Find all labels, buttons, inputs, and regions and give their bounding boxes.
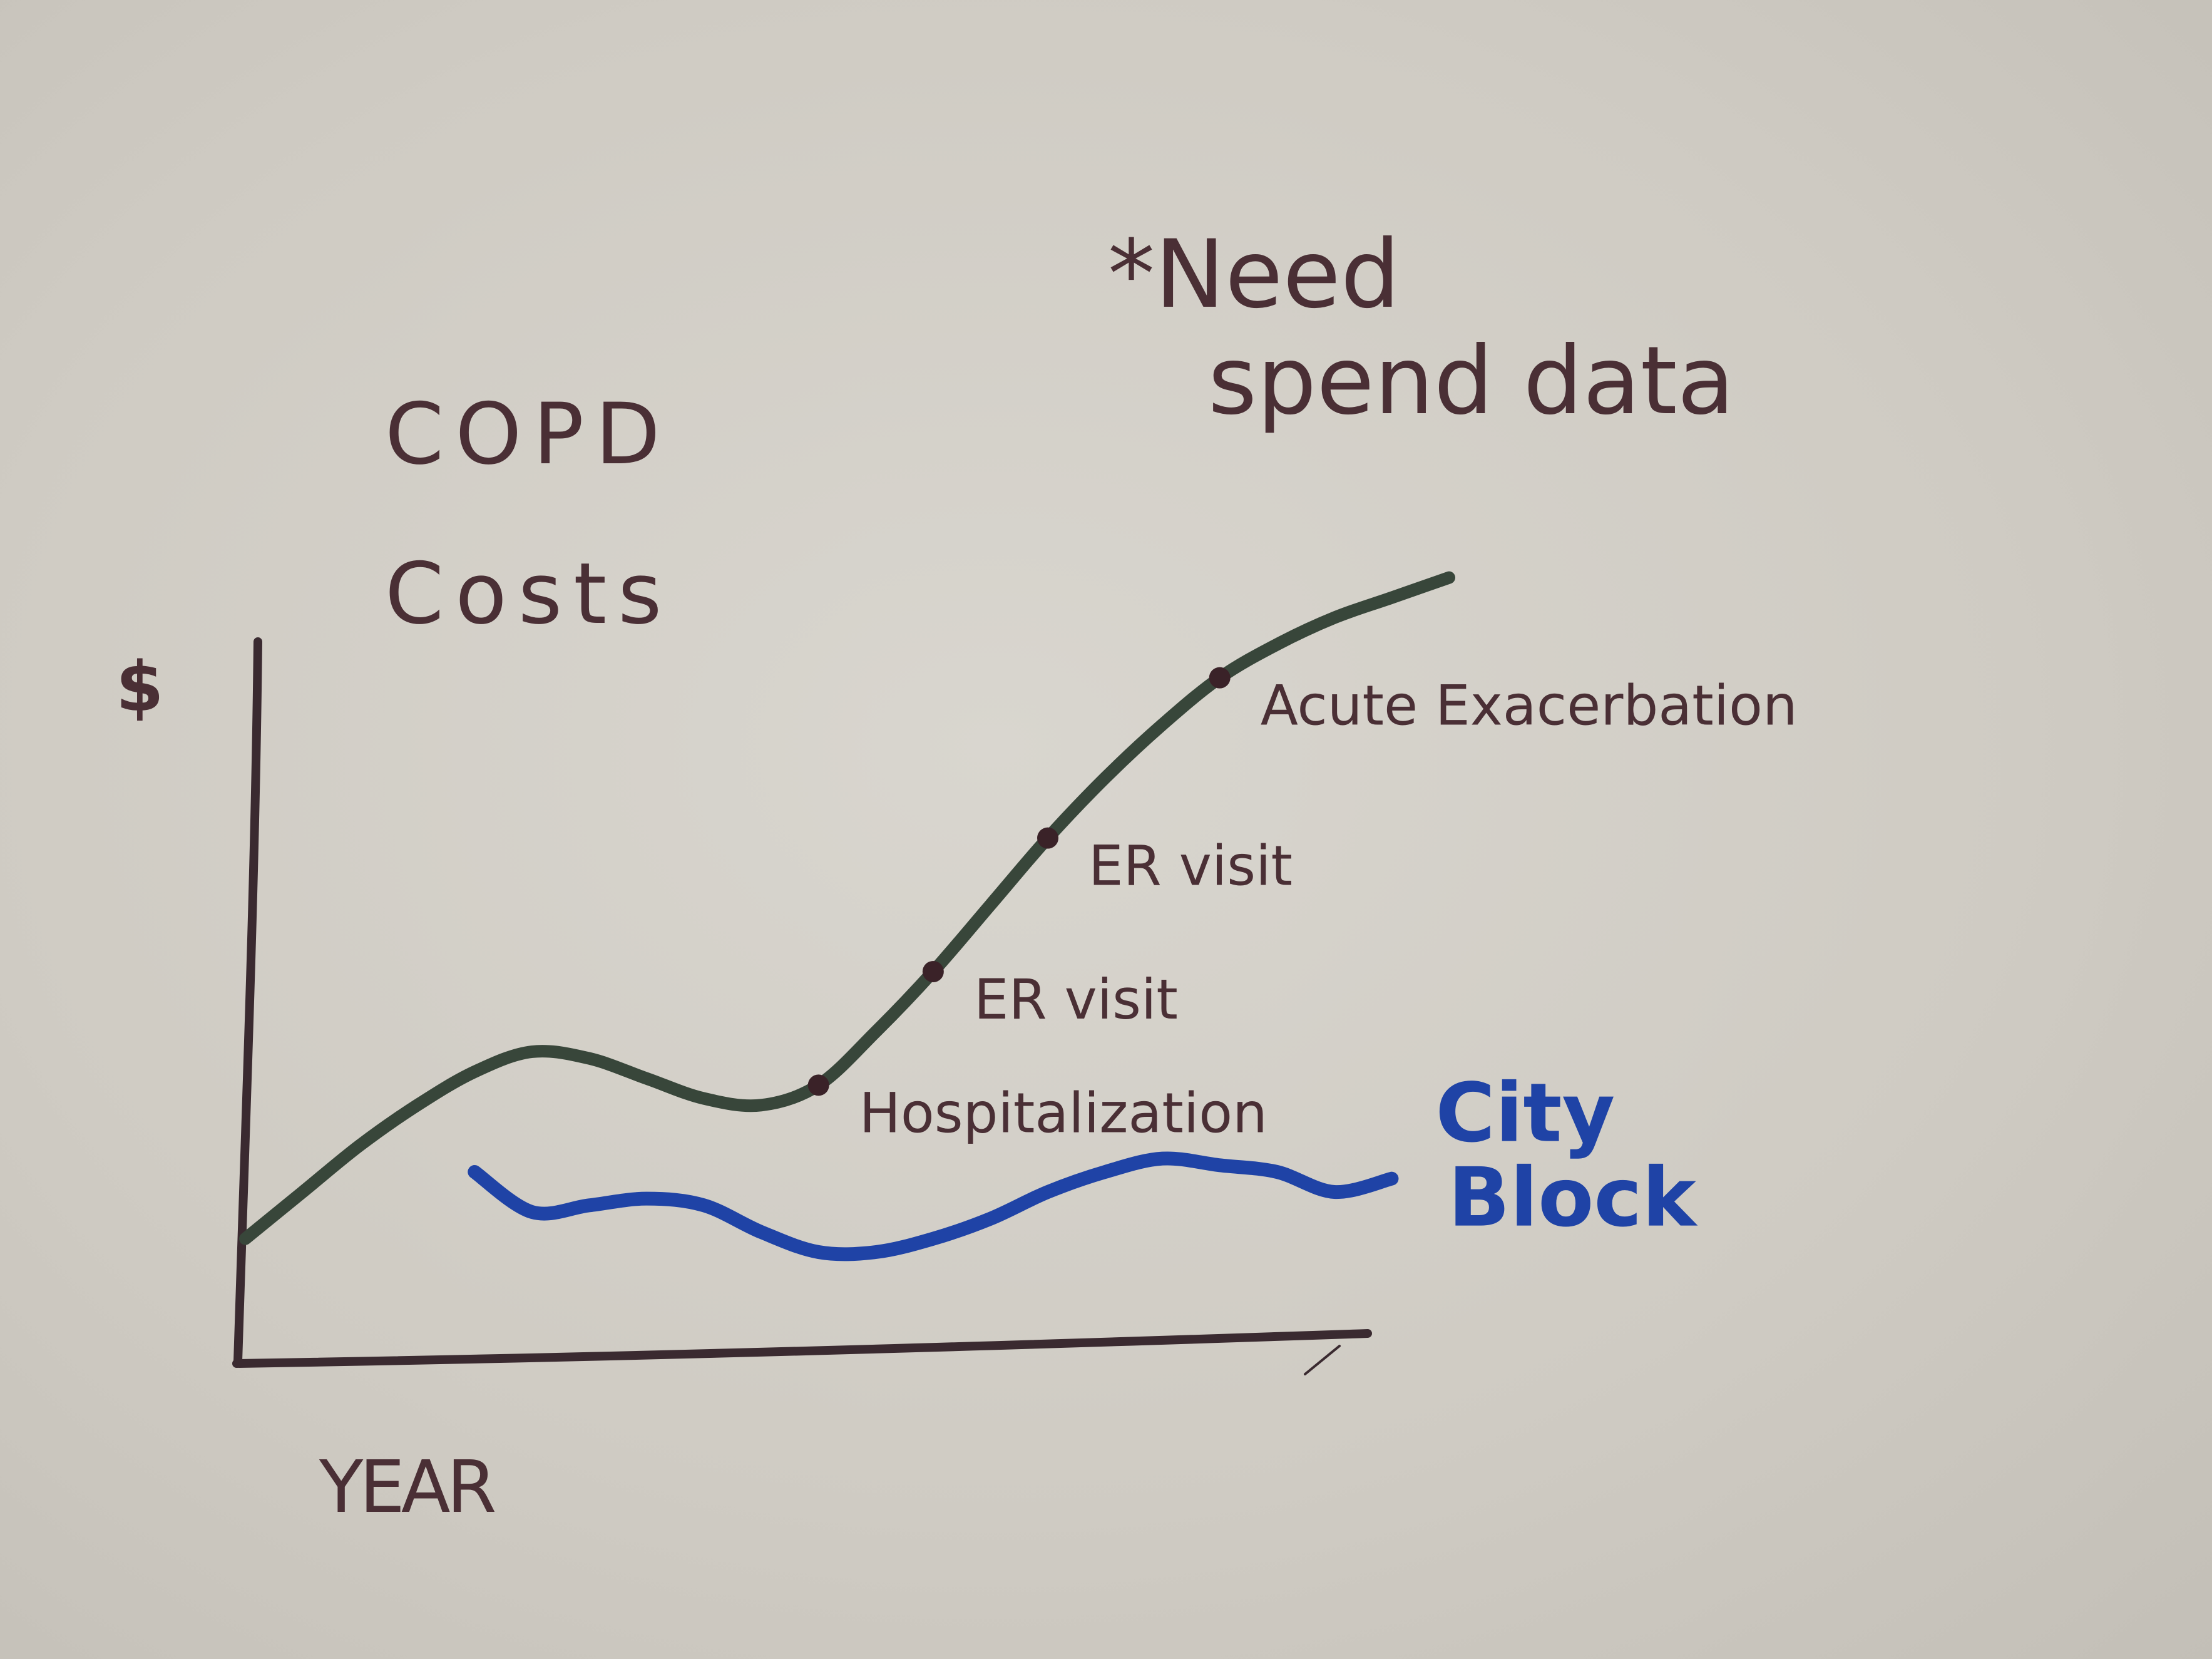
y-axis-line xyxy=(233,637,262,1366)
series-label-1: City Block xyxy=(1435,1066,1697,1245)
annotation-label-3: Acute Exacerbation xyxy=(1261,674,1798,738)
x-axis-line xyxy=(232,1329,1372,1368)
x-axis-arrow-tick xyxy=(1304,1345,1341,1375)
y-axis-label: $ xyxy=(116,647,164,727)
series-layer: City Block xyxy=(239,571,1697,1261)
annotation-label-2: ER visit xyxy=(1088,834,1293,898)
annotation-point-0 xyxy=(807,1074,829,1096)
series-line-0 xyxy=(239,571,1455,1245)
series-line-1 xyxy=(468,1151,1399,1261)
annotation-point-1 xyxy=(922,961,944,982)
note-text: *Need spend data xyxy=(1108,220,1734,436)
x-axis-label: YEAR xyxy=(319,1446,495,1529)
annotation-point-2 xyxy=(1037,827,1058,849)
annotation-point-3 xyxy=(1209,667,1231,689)
annotation-layer: Hospitalization ER visit ER visit Acute Exa… xyxy=(807,667,1798,1145)
annotation-label-0: Hospitalization xyxy=(859,1081,1267,1145)
annotation-label-1: ER visit xyxy=(974,967,1178,1032)
chart-title: COPD Costs xyxy=(385,385,710,643)
